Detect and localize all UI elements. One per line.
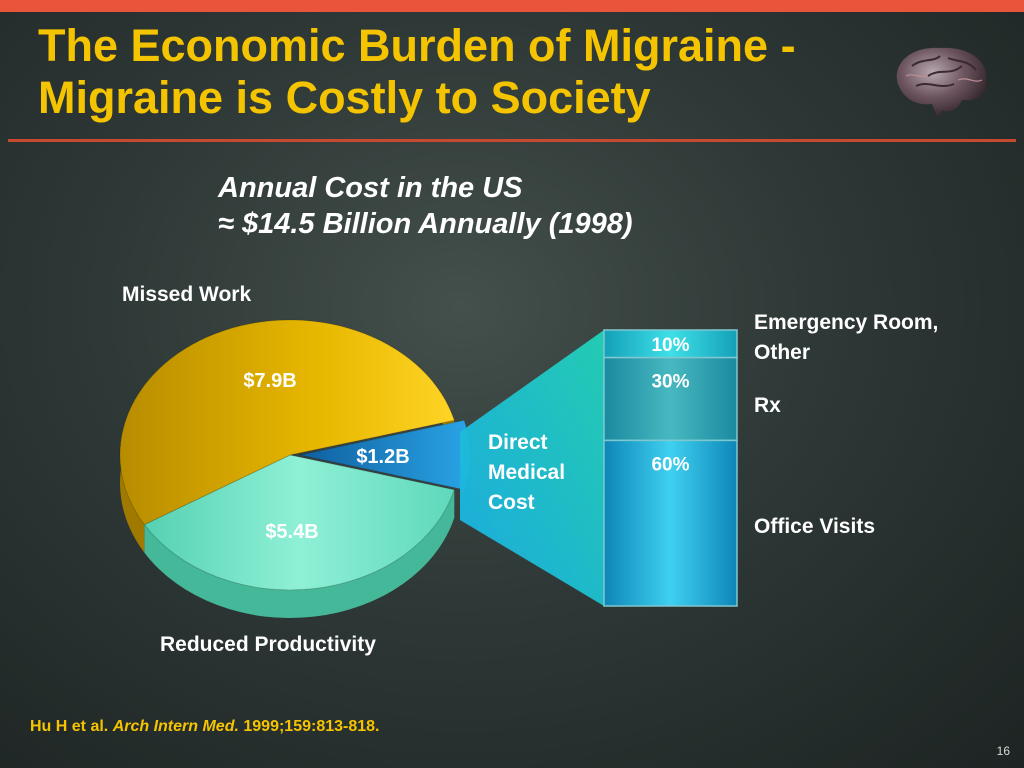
slide-title-line1: The Economic Burden of Migraine - bbox=[38, 20, 796, 71]
bar-value-label-office-visits: 60% bbox=[651, 454, 689, 475]
subtitle-line1: Annual Cost in the US bbox=[218, 172, 523, 204]
title-underline bbox=[8, 139, 1016, 142]
pie-value-label-direct-medical-cost: $1.2B bbox=[356, 446, 409, 468]
citation-journal: Arch Intern Med. bbox=[112, 718, 239, 735]
bar-legend-rx: Rx bbox=[754, 394, 781, 417]
pie-legend-missed-work: Missed Work bbox=[122, 283, 252, 306]
funnel-shape bbox=[460, 330, 604, 606]
chart-subtitle: Annual Cost in the US ≈ $14.5 Billion An… bbox=[218, 170, 633, 242]
direct-medical-cost-label: Direct Medical Cost bbox=[488, 431, 566, 514]
connector-funnel bbox=[460, 330, 604, 606]
pie-legend-reduced-productivity: Reduced Productivity bbox=[160, 633, 376, 656]
stacked-bar-chart: 10% 30% 60% bbox=[603, 329, 738, 607]
brain-icon bbox=[896, 47, 987, 118]
citation-authors: Hu H et al. bbox=[30, 718, 109, 735]
citation-reference: 1999;159:813-818. bbox=[243, 718, 380, 735]
subtitle-line2: ≈ $14.5 Billion Annually (1998) bbox=[218, 208, 633, 240]
page-number: 16 bbox=[996, 744, 1010, 758]
bar-segment-office-visits bbox=[603, 439, 738, 607]
pie-slice-side-reduced-productivity bbox=[144, 489, 455, 619]
bar-value-label-emergency-room-other: 10% bbox=[651, 335, 689, 356]
bar-segment-rx bbox=[603, 356, 738, 442]
bar-legend-emergency-room: Emergency Room, Other bbox=[754, 311, 939, 364]
citation: Hu H et al. Arch Intern Med. 1999;159:81… bbox=[30, 718, 379, 736]
slide-title: The Economic Burden of Migraine - Migrai… bbox=[38, 20, 918, 124]
pie-chart: $7.9B $1.2B $5.4B bbox=[119, 319, 471, 619]
pie-value-label-missed-work: $7.9B bbox=[243, 370, 296, 392]
bar-segment-emergency-room-other bbox=[603, 329, 738, 359]
bar-legend-office-visits: Office Visits bbox=[754, 515, 875, 538]
pie-slice-reduced-productivity bbox=[143, 454, 455, 591]
slide-title-line2: Migraine is Costly to Society bbox=[38, 72, 651, 123]
bar-value-label-rx: 30% bbox=[651, 372, 689, 393]
pie-value-label-reduced-productivity: $5.4B bbox=[265, 521, 318, 543]
top-accent-bar bbox=[0, 0, 1024, 12]
pie-slice-missed-work bbox=[119, 319, 455, 526]
